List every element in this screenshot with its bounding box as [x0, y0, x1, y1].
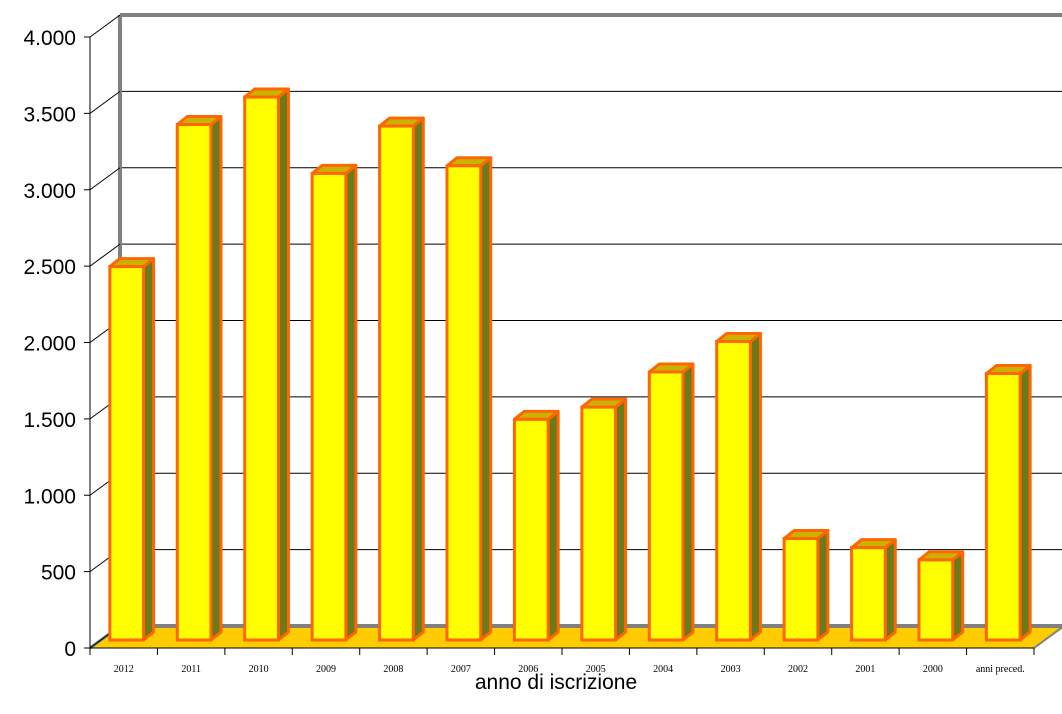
y-tick-diagonal: [89, 14, 121, 38]
bar: [647, 362, 695, 642]
bar-side-face: [479, 156, 493, 642]
x-tick-label: 2007: [451, 664, 471, 675]
bar-side-face: [681, 362, 695, 642]
y-tick-label: 500: [41, 562, 76, 585]
x-tick-label: 2011: [181, 664, 201, 675]
bar-front-face: [378, 124, 415, 642]
bar-side-face: [748, 331, 762, 642]
x-tick-label: 2001: [855, 664, 875, 675]
bar: [310, 163, 358, 642]
x-tick-label: 2004: [653, 664, 673, 675]
bar-side-face: [344, 163, 358, 642]
y-tick-diagonal: [89, 243, 121, 267]
bar-side-face: [546, 409, 560, 642]
bar-front-face: [782, 536, 820, 642]
bar-front-face: [175, 123, 213, 642]
bar-front-face: [310, 171, 348, 642]
labels: 0 500 1.000 1.500 2.000 2.500 3.000 3.500 4.000 2…: [23, 27, 1024, 675]
y-tick-diagonal: [89, 90, 121, 114]
bar-front-face: [917, 558, 955, 642]
bar: [445, 156, 493, 642]
y-tick-label: 0: [64, 638, 76, 661]
bar: [850, 538, 897, 642]
y-tick-label: 2.500: [23, 256, 76, 279]
bar: [917, 550, 965, 642]
bars: [108, 87, 1032, 642]
floor-right-edge: [1033, 626, 1062, 649]
bar: [715, 331, 762, 642]
bar-front-face: [108, 265, 146, 642]
y-tick-label: 3.000: [23, 180, 76, 203]
floor: [90, 626, 1062, 648]
bar-side-face: [142, 257, 156, 642]
y-tick-label: 4.000: [23, 27, 76, 50]
bar: [175, 115, 223, 642]
x-tick-label: 2000: [923, 664, 943, 675]
bar-side-face: [883, 538, 897, 642]
bar: [243, 87, 290, 642]
bar-front-face: [445, 164, 483, 642]
bar-front-face: [850, 546, 887, 642]
bar: [512, 409, 560, 642]
y-tick-label: 3.500: [23, 103, 76, 126]
x-tick-label: 2006: [518, 664, 538, 675]
x-tick-label: 2003: [721, 664, 741, 675]
x-tick-label: 2009: [316, 664, 336, 675]
bar-front-face: [580, 405, 618, 642]
bar-front-face: [647, 370, 685, 642]
x-tick-label: anni preced.: [976, 664, 1025, 675]
bar: [108, 257, 156, 642]
bar-front-face: [715, 339, 752, 642]
bar: [984, 364, 1032, 642]
x-tick-label: 2008: [383, 664, 403, 675]
x-tick-label: 2002: [788, 664, 808, 675]
x-tick-label: 2012: [114, 664, 134, 675]
bar: [782, 528, 830, 642]
bar-side-face: [614, 397, 628, 642]
bar-side-face: [276, 87, 290, 642]
chart-walls: [89, 13, 1062, 650]
x-tick-label: 2005: [586, 664, 606, 675]
bar-front-face: [984, 372, 1022, 642]
bar: [580, 397, 628, 642]
bar-side-face: [1018, 364, 1032, 642]
x-axis-title: anno di iscrizione: [475, 671, 637, 694]
y-tick-label: 1.500: [23, 409, 76, 432]
y-tick-label: 1.000: [23, 485, 76, 508]
bar-front-face: [512, 417, 550, 642]
bar: [378, 116, 425, 642]
bar-front-face: [243, 95, 280, 642]
y-tick-diagonal: [89, 167, 121, 191]
bar-side-face: [951, 550, 965, 642]
x-tick-label: 2010: [249, 664, 269, 675]
y-tick-label: 2.000: [23, 333, 76, 356]
chart-floor: [90, 626, 1062, 648]
